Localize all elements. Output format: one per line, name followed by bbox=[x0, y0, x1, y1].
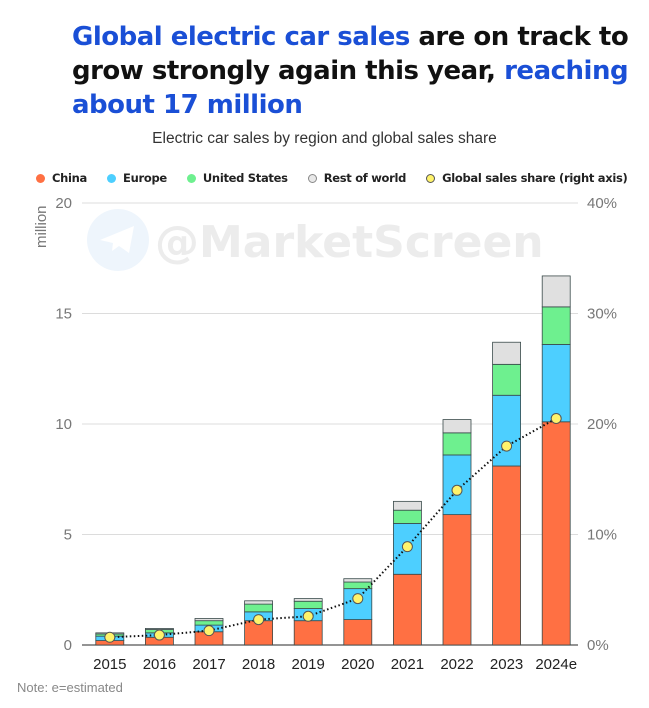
bar-segment-europe bbox=[492, 394, 522, 467]
share-point bbox=[153, 629, 165, 641]
headline-highlight-1: Global electric car sales bbox=[72, 22, 410, 52]
bar-segment-rest-of-world bbox=[194, 618, 224, 622]
x-tick-label: 2015 bbox=[93, 656, 126, 673]
legend-item-global-share: Global sales share (right axis) bbox=[426, 171, 628, 185]
watermark-text: @MarketScreen bbox=[155, 217, 544, 268]
bar-segment-united-states bbox=[442, 432, 472, 456]
bar-segment-rest-of-world bbox=[343, 578, 373, 583]
share-point bbox=[550, 412, 562, 424]
bar-segment-rest-of-world bbox=[492, 341, 522, 365]
note: Note: e=estimated bbox=[17, 680, 123, 695]
y2-tick-label: 40% bbox=[587, 195, 617, 212]
bar-segment-rest-of-world bbox=[442, 419, 472, 434]
bar-segment-china bbox=[343, 619, 373, 646]
chart-title: Electric car sales by region and global … bbox=[152, 130, 497, 147]
headline-highlight-2: reaching about 17 million bbox=[72, 56, 629, 120]
bar-segment-rest-of-world bbox=[144, 628, 174, 630]
y2-tick-label: 10% bbox=[587, 527, 617, 544]
x-tick-label: 2021 bbox=[391, 656, 424, 673]
x-tick-label: 2023 bbox=[490, 656, 523, 673]
legend-label: China bbox=[52, 171, 88, 185]
share-line bbox=[109, 417, 557, 639]
y-tick-label: 15 bbox=[55, 306, 72, 323]
headline: Global electric car sales are on track t… bbox=[72, 20, 642, 122]
bar-segment-china bbox=[492, 465, 522, 646]
telegram-plane-icon bbox=[100, 226, 134, 253]
x-tick-label: 2024e bbox=[535, 656, 577, 673]
share-point bbox=[451, 484, 463, 496]
x-tick-label: 2019 bbox=[292, 656, 325, 673]
share-point bbox=[104, 631, 116, 643]
bar-segment-united-states bbox=[343, 581, 373, 590]
legend-swatch-global-share bbox=[426, 173, 436, 183]
bar-segment-rest-of-world bbox=[293, 598, 323, 602]
y-tick-label: 5 bbox=[64, 527, 72, 544]
share-point bbox=[302, 610, 314, 622]
legend-label: United States bbox=[202, 171, 288, 185]
bar-segment-china bbox=[293, 620, 323, 646]
bar-segment-united-states bbox=[194, 620, 224, 626]
y2-tick-label: 0% bbox=[587, 637, 609, 654]
x-tick-label: 2022 bbox=[440, 656, 473, 673]
bar-segment-united-states bbox=[392, 509, 422, 524]
bar-segment-united-states bbox=[244, 603, 274, 613]
bar-segment-rest-of-world bbox=[392, 500, 422, 511]
y-tick-label: 10 bbox=[55, 416, 72, 433]
bar-segment-china bbox=[442, 514, 472, 646]
legend-swatch-rest-of-world bbox=[307, 173, 317, 183]
bar-segment-united-states bbox=[492, 363, 522, 396]
legend-item-rest-of-world: Rest of world bbox=[307, 171, 407, 185]
bar-segment-rest-of-world bbox=[541, 275, 571, 308]
x-tick-label: 2020 bbox=[341, 656, 374, 673]
share-point bbox=[501, 440, 513, 452]
share-point bbox=[401, 541, 413, 553]
bar-segment-united-states bbox=[293, 600, 323, 609]
legend-label: Europe bbox=[123, 171, 167, 185]
y-tick-label: 0 bbox=[64, 637, 72, 654]
y2-tick-label: 20% bbox=[587, 416, 617, 433]
legend-swatch-united-states bbox=[186, 173, 196, 183]
legend-swatch-china bbox=[36, 173, 45, 183]
headline-text: are on track to grow strongly again this… bbox=[72, 22, 629, 86]
x-tick-label: 2017 bbox=[192, 656, 225, 673]
bar-segment-united-states bbox=[541, 306, 571, 345]
legend-label: Rest of world bbox=[323, 171, 407, 185]
legend-label: Global sales share (right axis) bbox=[442, 171, 628, 185]
x-tick-label: 2016 bbox=[143, 656, 176, 673]
x-tick-label: 2018 bbox=[242, 656, 275, 673]
share-point bbox=[203, 625, 215, 637]
y-tick-label: 20 bbox=[55, 195, 72, 212]
watermark: @MarketScreen bbox=[87, 209, 544, 271]
legend: China Europe United States Rest of world… bbox=[36, 171, 647, 185]
y2-tick-label: 30% bbox=[587, 306, 617, 323]
y-axis-label: million bbox=[33, 205, 50, 248]
legend-item-europe: Europe bbox=[107, 171, 167, 185]
bar-segment-china bbox=[392, 573, 422, 646]
legend-item-united-states: United States bbox=[186, 171, 288, 185]
share-point bbox=[352, 593, 364, 605]
legend-item-china: China bbox=[36, 171, 87, 185]
bar-segment-china bbox=[541, 421, 571, 646]
share-point bbox=[253, 614, 265, 626]
legend-swatch-europe bbox=[107, 173, 117, 183]
bar-segment-europe bbox=[541, 344, 571, 423]
bar-segment-europe bbox=[442, 454, 472, 516]
bar-segment-rest-of-world bbox=[244, 600, 274, 605]
